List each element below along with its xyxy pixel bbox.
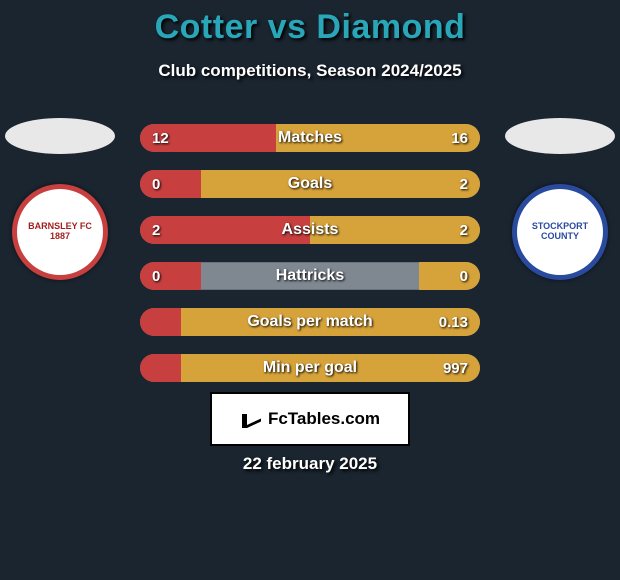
left-club-crest: BARNSLEY FC 1887 xyxy=(12,184,108,280)
right-club-crest: STOCKPORT COUNTY xyxy=(512,184,608,280)
left-player-col: BARNSLEY FC 1887 xyxy=(0,118,120,280)
stats-panel: Matches1216 Goals02 Assists22 Hattricks00 Go… xyxy=(140,124,480,400)
fctables-link[interactable]: FcTables.com xyxy=(210,392,410,446)
subtitle: Club competitions, Season 2024/2025 xyxy=(0,61,620,81)
stat-bar-right xyxy=(276,124,480,152)
stat-bar-left xyxy=(140,170,201,198)
stat-row: Goals per match0.13 xyxy=(140,308,480,336)
stat-bar-right xyxy=(310,216,480,244)
stat-bar-left xyxy=(140,354,181,382)
stat-bar-left xyxy=(140,216,310,244)
left-player-silhouette xyxy=(5,118,115,154)
stat-row: Goals02 xyxy=(140,170,480,198)
stat-bar-right xyxy=(419,262,480,290)
stat-bar-right xyxy=(181,354,480,382)
stat-bar-right xyxy=(181,308,480,336)
brand-text: FcTables.com xyxy=(268,409,380,429)
stat-row: Min per goal997 xyxy=(140,354,480,382)
stat-bar-left xyxy=(140,124,276,152)
right-player-col: STOCKPORT COUNTY xyxy=(500,118,620,280)
chart-icon xyxy=(240,408,262,430)
right-player-silhouette xyxy=(505,118,615,154)
stat-bar-right xyxy=(201,170,480,198)
right-club-crest-label: STOCKPORT COUNTY xyxy=(517,222,603,242)
stat-bar-left xyxy=(140,262,201,290)
stat-row: Assists22 xyxy=(140,216,480,244)
stat-bar-left xyxy=(140,308,181,336)
stat-row: Matches1216 xyxy=(140,124,480,152)
left-club-crest-label: BARNSLEY FC 1887 xyxy=(17,222,103,242)
stat-row: Hattricks00 xyxy=(140,262,480,290)
date-text: 22 february 2025 xyxy=(0,454,620,474)
page-title: Cotter vs Diamond xyxy=(0,8,620,47)
